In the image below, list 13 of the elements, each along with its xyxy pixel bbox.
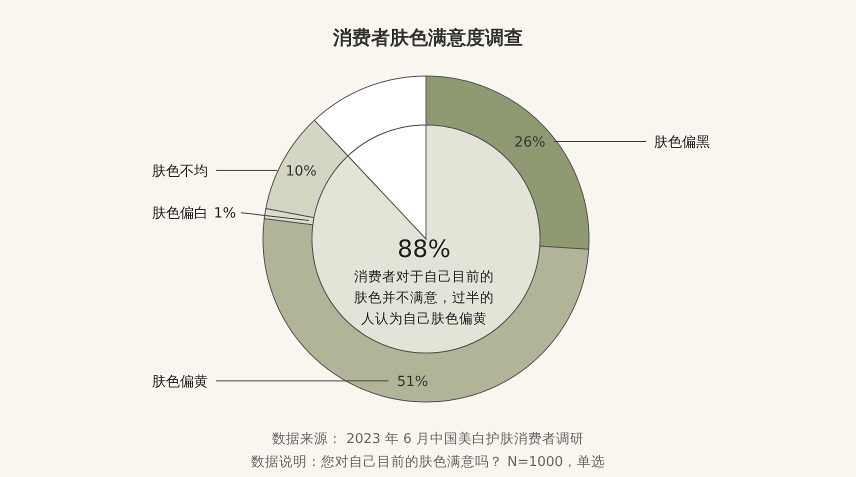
- slice-label: 肤色不均: [152, 163, 208, 180]
- slice-label: 肤色偏黑: [654, 134, 710, 150]
- source-note: 数据来源： 2023 年 6 月中国美白护肤消费者调研: [272, 431, 584, 447]
- slice-label: 肤色偏白: [152, 206, 208, 222]
- text: 数据说明：您对自己目前的肤色满意吗？ N=1000，单选: [250, 454, 606, 470]
- data-label: 10%: [286, 163, 317, 180]
- data-label: 1%: [214, 206, 236, 222]
- data-label: 51%: [397, 374, 428, 390]
- chart-title: 消费者肤色满意度调查: [332, 27, 523, 49]
- data-label: 88%: [397, 235, 451, 263]
- data-label: 26%: [514, 134, 546, 150]
- slice-label: 肤色偏黄: [152, 374, 208, 390]
- text: 消费者对于自己目前的肤色并不满意，过半的人认为自己肤色偏黄: [354, 269, 494, 327]
